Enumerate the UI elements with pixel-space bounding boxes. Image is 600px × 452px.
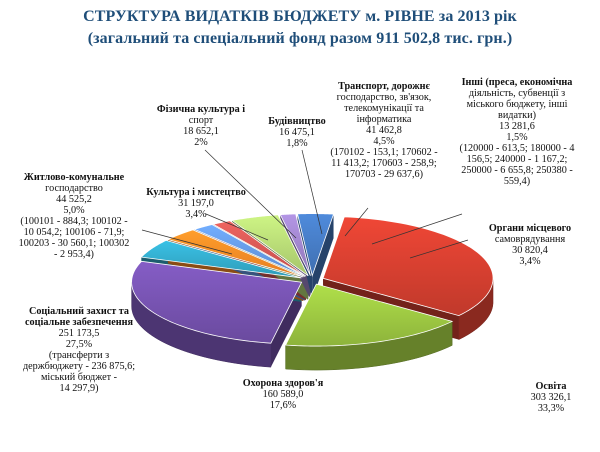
data-label-budivnytstvo: Будівництво 16 475,1 1,8% xyxy=(264,116,330,149)
pie-slice-zhytlo xyxy=(140,239,302,279)
data-label-line: 160 589,0 xyxy=(262,389,304,400)
data-label-social: Соціальний захист та соціальне забезпечен… xyxy=(18,306,140,394)
data-label-line: Освіта xyxy=(535,381,567,392)
data-label-line: видатки) xyxy=(498,110,536,121)
data-label-kultura: Культура і мистецтво 31 197,0 3,4% xyxy=(144,187,248,220)
data-label-line: Органи місцевого xyxy=(488,223,572,234)
data-label-line: 100203 - 30 560,1; 100302 xyxy=(18,238,130,249)
pie-slice-sport xyxy=(193,224,306,277)
leader-line-organy xyxy=(409,239,469,259)
data-label-line: діяльність, субвенції з xyxy=(468,88,566,99)
data-label-line: 559,4) xyxy=(503,176,531,187)
leader-line-sport xyxy=(204,149,297,239)
data-label-line: міський бюджет - xyxy=(40,372,118,383)
data-label-line: 14 297,9) xyxy=(59,383,99,394)
data-label-line: (трансферти з xyxy=(48,350,110,361)
data-label-line: 251 173,5 xyxy=(58,328,100,339)
data-label-line: 170703 - 29 637,6) xyxy=(344,169,424,180)
data-label-line: (120000 - 613,5; 180000 - 4 xyxy=(459,143,575,154)
data-label-inshi: Інші (преса, економічна діяльність, субве… xyxy=(450,77,584,187)
data-label-line: 18 652,1 xyxy=(183,126,219,137)
data-label-line: Охорона здоров'я xyxy=(242,378,324,389)
data-label-line: 1,8% xyxy=(286,138,308,149)
data-label-line: 5,0% xyxy=(63,205,85,216)
data-label-line: 17,6% xyxy=(269,400,297,411)
leader-line-zhytlo xyxy=(141,229,233,255)
pie-slice-budivnytstvo xyxy=(212,220,307,277)
leader-line-budivnytstvo xyxy=(301,149,323,235)
data-label-transport: Транспорт, дорожнє господарство, зв'язок,… xyxy=(318,81,450,180)
data-label-sport: Фізична культура і спорт 18 652,1 2% xyxy=(152,104,250,148)
data-label-line: 4,5% xyxy=(373,136,395,147)
data-label-line: спорт xyxy=(188,115,214,126)
data-label-line: господарство xyxy=(45,183,103,194)
data-label-line: 3,4% xyxy=(519,256,541,267)
data-label-line: (170102 - 153,1; 170602 - xyxy=(330,147,438,158)
data-label-line: 30 820,4 xyxy=(512,245,548,256)
data-label-line: 1,5% xyxy=(506,132,528,143)
data-label-line: 16 475,1 xyxy=(279,127,315,138)
data-label-line: інформатика xyxy=(356,114,412,125)
pie-slice-transport xyxy=(231,214,309,277)
data-label-zhytlo: Житлово-комунальне господарство 44 525,2 5,… xyxy=(6,172,142,260)
data-label-line: 10 054,2; 100106 - 71,9; xyxy=(23,227,125,238)
data-label-line: 41 462,8 xyxy=(366,125,402,136)
data-label-line: Будівництво xyxy=(268,116,326,127)
leader-line-transport xyxy=(344,207,369,237)
chart-title: СТРУКТУРА ВИДАТКІВ БЮДЖЕТУ м. РІВНЕ за 2… xyxy=(83,8,517,25)
data-label-line: 44 525,2 xyxy=(56,194,92,205)
data-label-organy: Органи місцевого самоврядування 30 820,4 3,… xyxy=(468,223,592,267)
data-label-line: соціальне забезпечення xyxy=(25,317,133,328)
data-label-line: самоврядування xyxy=(494,234,566,245)
pie-slice-social xyxy=(131,260,303,344)
leader-lines xyxy=(141,149,469,259)
data-label-line: (100101 - 884,3; 100102 - xyxy=(20,216,128,227)
data-label-line: Фізична культура і xyxy=(156,104,246,115)
data-label-line: - 2 953,4) xyxy=(54,249,94,260)
data-label-line: Транспорт, дорожнє xyxy=(338,81,430,92)
data-label-line: 33,3% xyxy=(537,403,565,414)
data-label-osvita: Освіта 303 326,1 33,3% xyxy=(506,381,596,414)
data-label-line: 156,5; 240000 - 1 167,2; xyxy=(466,154,568,165)
data-label-line: Житлово-комунальне xyxy=(23,172,125,183)
data-label-line: 303 326,1 xyxy=(530,392,572,403)
data-label-line: 27,5% xyxy=(65,339,93,350)
data-label-line: 2% xyxy=(194,137,208,148)
data-label-line: Культура і мистецтво xyxy=(146,187,246,198)
data-label-line: Інші (преса, економічна xyxy=(461,77,573,88)
leader-line-inshi xyxy=(371,213,463,245)
data-label-line: держбюджету - 236 875,6; xyxy=(22,361,136,372)
data-label-line: господарство, зв'язок, xyxy=(336,92,432,103)
data-label-line: міського бюджету, інші xyxy=(466,99,568,110)
pie-slice-osvita xyxy=(322,216,494,317)
pie-slice-ohorona xyxy=(284,283,454,347)
pie-cut-face-organy xyxy=(312,214,334,300)
leader-line-kultura xyxy=(205,213,269,241)
data-label-line: 3,4% xyxy=(185,209,207,220)
pie-slice-inshi xyxy=(279,213,311,276)
data-label-line: телекомунікації та xyxy=(344,103,424,114)
data-label-ohorona: Охорона здоров'я 160 589,0 17,6% xyxy=(218,378,348,411)
data-label-line: Соціальний захист та xyxy=(28,306,130,317)
chart-subtitle: (загальний та спеціальний фонд разом 911… xyxy=(87,30,513,47)
data-label-line: 11 413,2; 170603 - 258,9; xyxy=(331,158,437,169)
pie-slice-organy xyxy=(296,213,335,278)
data-label-line: 13 281,6 xyxy=(499,121,535,132)
data-label-line: 31 197,0 xyxy=(178,198,214,209)
data-label-line: 250000 - 6 655,8; 250380 - xyxy=(461,165,573,176)
